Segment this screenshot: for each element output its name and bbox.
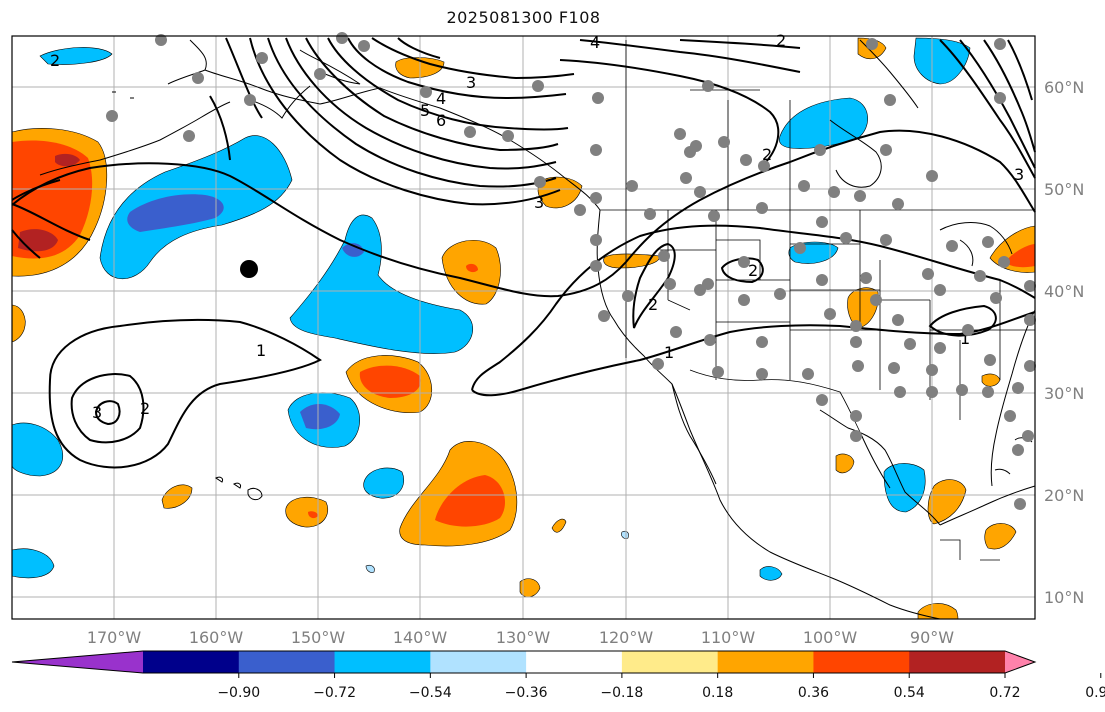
contour-label: 1 [256, 341, 266, 360]
contour-label: 1 [960, 329, 970, 348]
colorbar-tick-label: 0.18 [702, 685, 733, 701]
colorbar-outline [11, 650, 1037, 674]
lon-label: 120°W [599, 628, 654, 647]
colorbar-segment [334, 651, 431, 673]
contour-label: 2 [776, 31, 786, 50]
contour-label: 4 [436, 89, 446, 108]
lat-label: 60°N [1044, 78, 1084, 97]
colorbar-extend-max [1005, 651, 1035, 673]
location-marker [240, 260, 258, 278]
colorbar-segment [526, 651, 623, 673]
contour-label: 2 [140, 399, 150, 418]
latitude-axis: 60°N 50°N 40°N 30°N 20°N 10°N [1044, 78, 1084, 607]
contour-label: 2 [648, 295, 658, 314]
lon-label: 110°W [701, 628, 756, 647]
colorbar-segment [621, 651, 719, 673]
lon-label: 160°W [189, 628, 244, 647]
contour-lines [11, 37, 1036, 469]
contour-label: 2 [50, 51, 60, 70]
lat-label: 50°N [1044, 180, 1084, 199]
colorbar-tick-label: 0.72 [989, 685, 1020, 701]
contour-label: 6 [436, 111, 446, 130]
colorbar-tick-label: 0.36 [798, 685, 829, 701]
colorbar-extend-min [12, 651, 143, 673]
colorbar-tick-label: −0.90 [217, 685, 260, 701]
map-frame [11, 35, 1036, 620]
contour-label: 2 [762, 145, 772, 164]
colorbar-segment [430, 651, 527, 673]
lat-label: 10°N [1044, 588, 1084, 607]
colorbar-segment [717, 651, 814, 673]
coastlines [39, 39, 1036, 620]
contour-label: 1 [664, 343, 674, 362]
colorbar-segment [143, 651, 240, 673]
contour-label: 3 [466, 73, 476, 92]
colorbar-tick-label: 0.54 [894, 685, 925, 701]
lon-label: 130°W [496, 628, 551, 647]
colorbar-segment [909, 651, 1006, 673]
contour-label-layer: 1 1 1 2 2 2 2 2 2 3 3 3 3 4 4 5 6 [50, 31, 1024, 422]
colorbar-tick-label: 0.90 [1085, 685, 1105, 701]
contour-label: 5 [420, 101, 430, 120]
longitude-axis: 170°W 160°W 150°W 140°W 130°W 120°W 110°… [87, 628, 954, 647]
colorbar-segment [813, 651, 910, 673]
contour-label: 4 [590, 33, 600, 52]
colorbar-tick-label: −0.18 [600, 685, 643, 701]
lon-label: 150°W [291, 628, 346, 647]
colorbar-tick-label: −0.72 [313, 685, 356, 701]
lat-label: 30°N [1044, 384, 1084, 403]
lon-label: 140°W [393, 628, 448, 647]
shaded-field-layer [11, 37, 1036, 620]
station-dots [106, 32, 1036, 510]
lat-label: 20°N [1044, 486, 1084, 505]
colorbar-segment [238, 651, 336, 673]
lat-label: 40°N [1044, 282, 1084, 301]
colorbar: −0.90 −0.72 −0.54 −0.36 −0.18 0.18 0.36 0.54 0.7… [11, 650, 1105, 701]
colorbar-tick-label: −0.36 [505, 685, 548, 701]
lon-label: 90°W [910, 628, 954, 647]
contour-label: 3 [92, 403, 102, 422]
contour-label: 3 [1014, 165, 1024, 184]
lon-label: 100°W [803, 628, 858, 647]
lon-label: 170°W [87, 628, 142, 647]
map-title: 2025081300 F108 [446, 8, 601, 27]
contour-label: 3 [534, 193, 544, 212]
contour-label: 2 [748, 261, 758, 280]
colorbar-tick-label: −0.54 [409, 685, 452, 701]
